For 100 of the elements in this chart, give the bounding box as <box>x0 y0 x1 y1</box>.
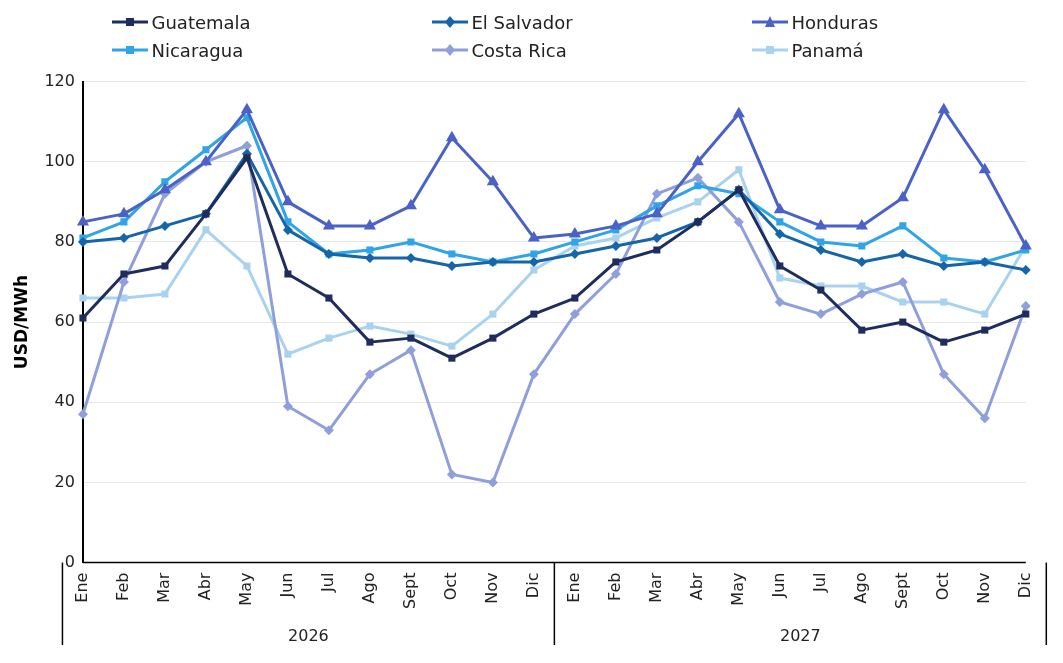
point <box>448 250 456 258</box>
x-tick-label: Ene <box>72 572 92 603</box>
text: 2027 <box>779 626 821 646</box>
point <box>281 194 294 206</box>
point <box>282 224 293 235</box>
point <box>158 182 171 194</box>
point <box>445 130 458 142</box>
point <box>651 232 662 243</box>
point <box>486 174 499 186</box>
point <box>612 234 620 242</box>
point <box>856 256 867 267</box>
point <box>366 338 374 346</box>
point <box>978 162 991 174</box>
point <box>899 298 907 306</box>
point <box>489 310 497 318</box>
point <box>817 238 825 246</box>
point <box>366 322 374 330</box>
point <box>858 282 866 290</box>
point <box>814 218 827 230</box>
point <box>940 254 948 262</box>
point <box>568 226 581 238</box>
point <box>855 218 868 230</box>
point <box>938 260 949 271</box>
x-tick-label: Feb <box>113 572 133 601</box>
x-tick-label: Mar <box>646 572 666 603</box>
x-tick-label: Nov <box>973 572 993 604</box>
point <box>1020 264 1031 275</box>
point <box>448 342 456 350</box>
point <box>366 246 374 254</box>
x-tick-label: Jul <box>318 572 338 593</box>
point <box>202 146 210 154</box>
point <box>610 268 621 279</box>
point <box>897 277 908 287</box>
point <box>405 345 416 356</box>
point <box>322 218 335 230</box>
x-tick-label: Sept <box>891 572 911 610</box>
point <box>241 140 252 151</box>
point <box>899 318 907 326</box>
point <box>159 220 170 231</box>
point <box>528 369 539 380</box>
point <box>325 334 333 342</box>
point <box>940 298 948 306</box>
y-tick-label: 80 <box>54 231 75 251</box>
point <box>817 286 825 294</box>
point <box>407 334 415 342</box>
x-tick-label: Ene <box>564 572 584 603</box>
point <box>899 222 907 230</box>
point <box>77 409 88 420</box>
point <box>527 230 540 242</box>
point <box>489 334 497 342</box>
point <box>1019 238 1032 250</box>
point <box>530 310 538 318</box>
point <box>858 326 866 334</box>
point <box>937 102 950 114</box>
point <box>732 106 745 118</box>
point <box>282 401 293 412</box>
point <box>815 309 826 320</box>
point <box>691 154 704 166</box>
point <box>571 294 579 302</box>
point <box>243 262 251 270</box>
point <box>692 172 703 183</box>
point <box>284 350 292 358</box>
y-tick-label: 20 <box>54 471 75 491</box>
point <box>79 294 87 302</box>
x-tick-label: Dic <box>523 572 543 599</box>
y-axis-title: USD/MWh <box>10 275 31 370</box>
point <box>694 182 702 190</box>
x-tick-label: Ago <box>850 572 870 604</box>
x-tick-label: Ago <box>359 572 379 604</box>
legend-label: Nicaragua <box>151 39 244 61</box>
point <box>856 289 867 300</box>
point <box>120 294 128 302</box>
point <box>981 310 989 318</box>
point <box>940 338 948 346</box>
point <box>118 277 129 287</box>
point <box>364 369 375 380</box>
point <box>77 236 88 247</box>
x-tick-label: Jun <box>768 572 788 599</box>
point <box>407 238 415 246</box>
point <box>530 250 538 258</box>
x-tick-label: Abr <box>687 572 706 601</box>
point <box>776 274 784 282</box>
x-tick-label: Oct <box>932 572 952 601</box>
point <box>610 240 621 251</box>
point <box>487 477 498 488</box>
x-tick-label: May <box>236 572 256 606</box>
point <box>446 469 457 480</box>
point <box>363 218 376 230</box>
x-tick-label: Dic <box>1014 572 1034 599</box>
y-tick-label: 60 <box>54 311 75 331</box>
point <box>773 202 786 214</box>
point <box>815 244 826 255</box>
point <box>284 270 292 278</box>
point <box>446 260 457 271</box>
x-tick-label: Abr <box>195 572 215 601</box>
point <box>161 290 169 298</box>
legend-label: Panamá <box>791 39 864 61</box>
point <box>569 309 580 320</box>
point <box>774 297 785 308</box>
point <box>653 246 661 254</box>
